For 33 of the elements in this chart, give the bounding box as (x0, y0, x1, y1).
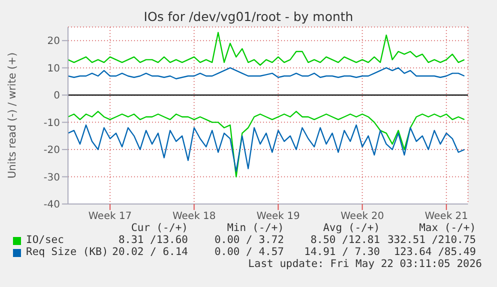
line-series (68, 67, 465, 80)
line-series (68, 124, 465, 172)
text: Last update: Fri May 22 03:11:05 2026 (248, 258, 482, 270)
y-tick-label: 0 (54, 90, 60, 102)
text: 123.64 /85.49 (394, 246, 476, 258)
y-tick-label: -30 (44, 172, 60, 184)
legend-label: Req Size (KB) (26, 246, 108, 258)
text: 20.02 / 6.14 (112, 246, 188, 258)
x-tick-label: Week 21 (424, 211, 468, 222)
text: Cur (-/+) (131, 222, 188, 234)
y-tick-label: -20 (44, 145, 60, 156)
y-tick-label: -40 (44, 200, 60, 211)
text: 0.00 / 4.57 (214, 246, 284, 258)
x-tick-label: Week 18 (172, 211, 216, 222)
y-tick-label: -10 (44, 118, 60, 129)
text: 8.50 /12.81 (310, 234, 380, 246)
y-tick-label: 10 (47, 63, 60, 74)
x-tick-label: Week 19 (256, 211, 300, 222)
y-tick-label: 20 (47, 36, 60, 48)
text: Min (-/+) (227, 222, 284, 234)
legend-label: IO/sec (26, 234, 64, 246)
text: 14.91 / 7.30 (304, 246, 380, 258)
text: 8.31 /13.60 (118, 234, 188, 246)
chart-title: IOs for /dev/vg01/root - by month (142, 9, 354, 24)
x-tick-label: Week 17 (88, 211, 132, 222)
x-tick-label: Week 20 (340, 211, 384, 222)
y-axis-title: Units read (-) / write (+) (6, 52, 19, 179)
line-series (68, 32, 465, 66)
text: Avg (-/+) (323, 222, 380, 234)
text: 332.51 /210.75 (387, 234, 476, 246)
line-series (68, 110, 465, 178)
text: Max (-/+) (419, 222, 476, 234)
text: 0.00 / 3.72 (214, 234, 284, 246)
